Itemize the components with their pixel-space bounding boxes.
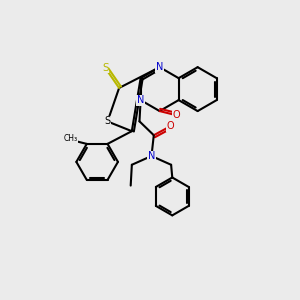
Text: O: O: [172, 110, 180, 120]
Text: N: N: [148, 151, 155, 161]
Text: S: S: [104, 116, 111, 127]
Text: N: N: [137, 95, 144, 105]
Text: O: O: [166, 122, 174, 131]
Text: S: S: [102, 63, 109, 73]
Text: N: N: [156, 62, 163, 72]
Text: CH₃: CH₃: [64, 134, 78, 143]
